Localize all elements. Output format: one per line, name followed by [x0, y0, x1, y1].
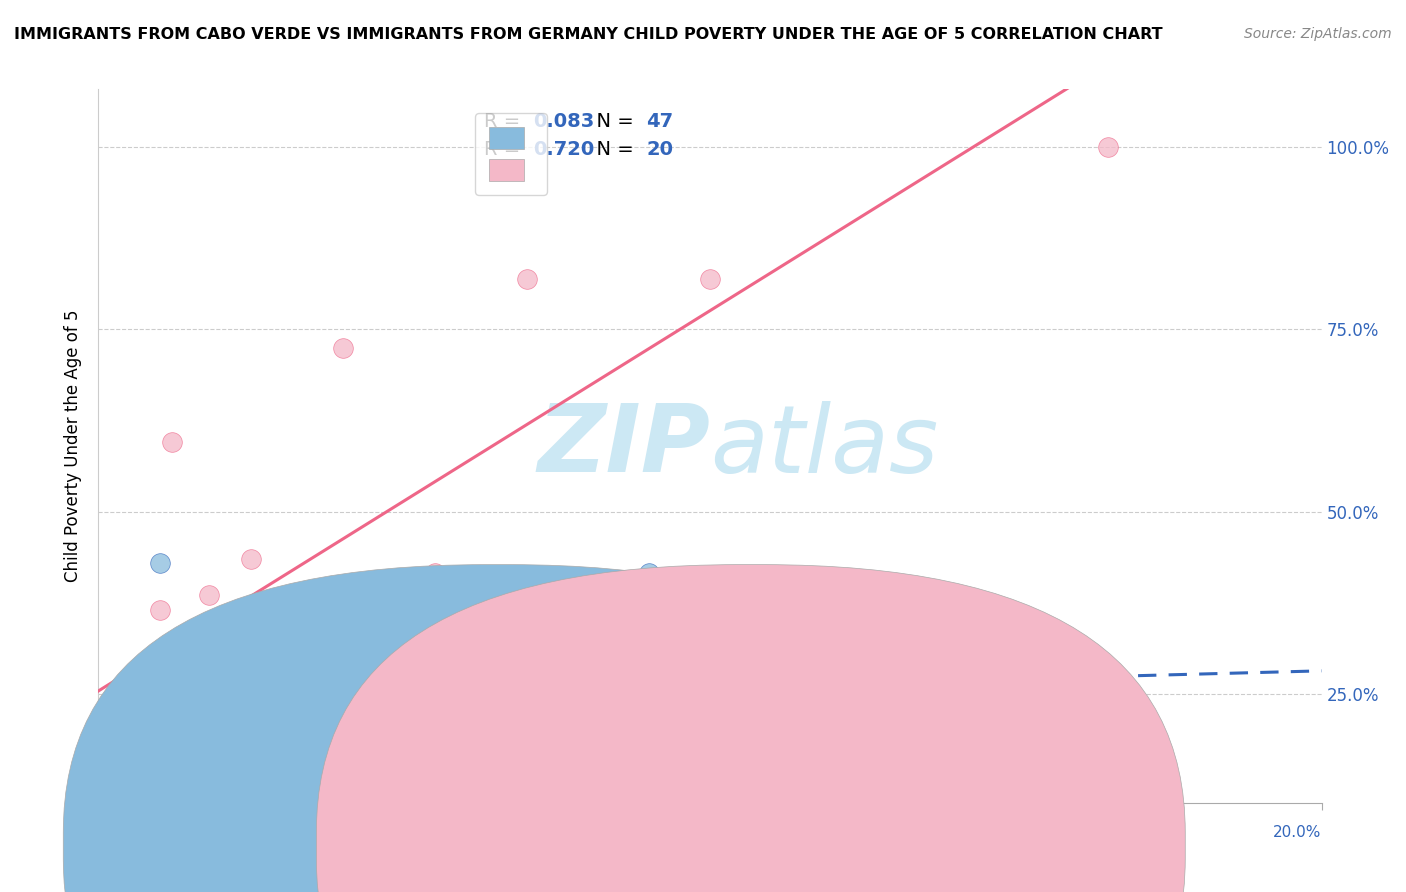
Point — [118, 748, 141, 763]
Text: ZIP: ZIP — [537, 400, 710, 492]
Point — [197, 588, 219, 602]
Point — [699, 271, 721, 285]
Point — [332, 341, 354, 355]
Y-axis label: Child Poverty Under the Age of 5: Child Poverty Under the Age of 5 — [65, 310, 83, 582]
Text: IMMIGRANTS FROM CABO VERDE VS IMMIGRANTS FROM GERMANY CHILD POVERTY UNDER THE AG: IMMIGRANTS FROM CABO VERDE VS IMMIGRANTS… — [14, 27, 1163, 42]
Point — [149, 723, 172, 737]
Point — [124, 694, 146, 708]
Text: 20: 20 — [647, 140, 673, 160]
Point — [240, 603, 263, 617]
Point — [1097, 719, 1119, 733]
Point — [485, 668, 508, 682]
Point — [105, 719, 128, 733]
Point — [129, 719, 152, 733]
Point — [423, 690, 446, 705]
Point — [240, 552, 263, 566]
Point — [222, 698, 245, 712]
Point — [204, 712, 226, 726]
Point — [186, 687, 208, 701]
Point — [93, 726, 115, 740]
Point — [100, 734, 122, 748]
Text: Source: ZipAtlas.com: Source: ZipAtlas.com — [1244, 27, 1392, 41]
Point — [136, 657, 159, 672]
Point — [576, 668, 599, 682]
Point — [270, 682, 292, 697]
Legend: , : , — [475, 113, 547, 195]
Point — [111, 723, 134, 737]
Text: N =: N = — [583, 112, 640, 131]
Point — [118, 734, 141, 748]
Point — [179, 654, 201, 668]
Point — [105, 741, 128, 756]
Point — [149, 556, 172, 570]
Point — [160, 435, 183, 450]
Point — [149, 603, 172, 617]
Point — [283, 690, 305, 705]
Text: 20.0%: 20.0% — [1274, 825, 1322, 840]
Point — [111, 708, 134, 723]
Point — [142, 731, 165, 745]
Point — [270, 690, 292, 705]
Text: 0.720: 0.720 — [533, 140, 593, 160]
Point — [668, 577, 690, 591]
Point — [423, 566, 446, 581]
Point — [852, 726, 875, 740]
Text: R =: R = — [484, 140, 526, 160]
Point — [730, 738, 752, 752]
Point — [301, 668, 323, 682]
Point — [516, 271, 538, 285]
Point — [167, 679, 190, 693]
Text: Immigrants from Cabo Verde: Immigrants from Cabo Verde — [520, 838, 741, 853]
Point — [191, 694, 214, 708]
Point — [392, 675, 416, 690]
Point — [173, 687, 195, 701]
Point — [129, 672, 152, 686]
Point — [179, 701, 201, 715]
Point — [228, 635, 250, 649]
Point — [974, 745, 997, 759]
Point — [637, 566, 661, 581]
Point — [100, 726, 122, 740]
Point — [1097, 140, 1119, 154]
Point — [215, 701, 238, 715]
Point — [332, 610, 354, 624]
Point — [160, 712, 183, 726]
Point — [259, 675, 281, 690]
Point — [454, 682, 477, 697]
Point — [607, 675, 630, 690]
Point — [136, 708, 159, 723]
Text: atlas: atlas — [710, 401, 938, 491]
Text: R =: R = — [484, 112, 526, 131]
Point — [197, 719, 219, 733]
Point — [252, 643, 274, 657]
Point — [124, 741, 146, 756]
Text: N =: N = — [583, 140, 640, 160]
Point — [516, 682, 538, 697]
Point — [363, 675, 385, 690]
Point — [546, 690, 568, 705]
Text: 0.0%: 0.0% — [98, 825, 138, 840]
Point — [105, 756, 128, 770]
Text: 47: 47 — [647, 112, 673, 131]
Point — [155, 726, 177, 740]
Point — [209, 705, 232, 719]
Point — [93, 712, 115, 726]
Text: Immigrants from Germany: Immigrants from Germany — [773, 838, 977, 853]
Point — [209, 675, 232, 690]
Text: 0.083: 0.083 — [533, 112, 593, 131]
